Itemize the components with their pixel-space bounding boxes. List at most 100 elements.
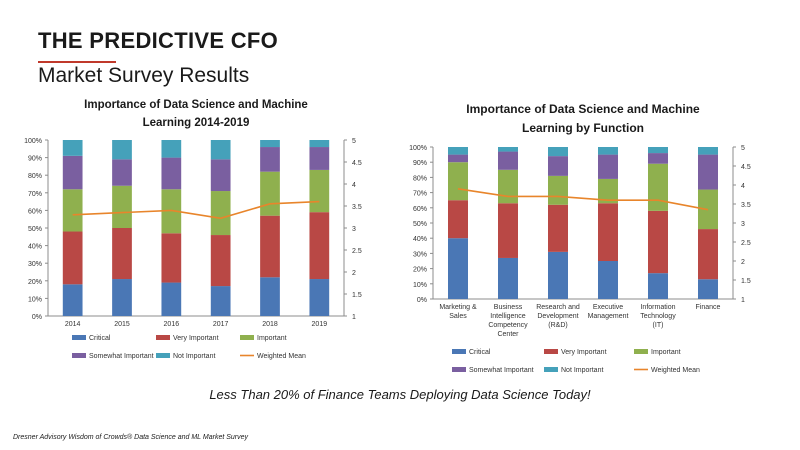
bar-segment-somewhat-important (260, 147, 280, 172)
bar-segment-somewhat-important (698, 154, 718, 190)
bar-segment-not-important (62, 140, 83, 156)
bar-segment-critical (260, 277, 280, 316)
x-tick-label: 2017 (213, 321, 229, 328)
y2-tick-label: 2 (352, 270, 356, 277)
x-tick-label: Finance (696, 304, 721, 311)
bar-segment-critical (498, 257, 518, 299)
x-tick-label: 2019 (312, 321, 328, 328)
chart-title-line: Importance of Data Science and Machine (466, 102, 700, 116)
bar-segment-critical (448, 238, 468, 299)
bar-segment-important (548, 175, 568, 205)
y-tick-label: 90% (28, 156, 42, 163)
y2-tick-label: 5 (352, 138, 356, 145)
chart-title-line: Learning by Function (522, 121, 644, 135)
legend-label: Not Important (561, 367, 603, 374)
bar-segment-very-important (309, 212, 330, 280)
legend-label: Somewhat Important (469, 367, 534, 374)
y2-tick-label: 3.5 (741, 202, 751, 209)
y-tick-label: 60% (28, 208, 42, 215)
y-tick-label: 10% (413, 282, 427, 289)
y-tick-label: 80% (28, 173, 42, 180)
bar-segment-not-important (260, 140, 280, 148)
y2-tick-label: 5 (741, 145, 745, 152)
tagline: Less Than 20% of Finance Teams Deploying… (209, 387, 591, 402)
x-tick-label: 2016 (164, 321, 180, 328)
chart-by-year-svg: Importance of Data Science and Machine Le… (24, 99, 362, 360)
y2-tick-label: 2.5 (741, 240, 751, 247)
bar-segment-critical (598, 261, 618, 299)
y-tick-label: 40% (28, 244, 42, 251)
bar-segment-not-important (498, 147, 518, 152)
y2-tick-label: 1 (352, 314, 356, 321)
legend-swatch (156, 353, 170, 358)
x-tick-label: Marketing & (439, 304, 477, 311)
y2-tick-label: 3.5 (352, 204, 362, 211)
legend-label: Very Important (561, 349, 607, 356)
x-tick-label: (IT) (653, 322, 664, 329)
bar-segment-important (112, 185, 132, 228)
y-tick-label: 40% (413, 236, 427, 243)
x-tick-label: Executive (593, 304, 623, 311)
legend-swatch (634, 349, 648, 354)
bar-segment-somewhat-important (448, 154, 468, 163)
bar-segment-critical (62, 284, 83, 316)
bar-segment-very-important (210, 235, 231, 287)
bar-segment-important (448, 162, 468, 201)
bar-segment-important (210, 191, 231, 236)
x-tick-label: Research and (536, 304, 580, 311)
legend-label: Important (651, 349, 681, 356)
page-title: THE PREDICTIVE CFO (38, 28, 279, 53)
bar-segment-somewhat-important (648, 153, 668, 164)
bar-segment-not-important (598, 147, 618, 155)
bar-segment-very-important (648, 210, 668, 274)
y2-tick-label: 4 (352, 182, 356, 189)
y-tick-label: 10% (28, 296, 42, 303)
x-tick-label: Information (640, 304, 675, 311)
bar-segment-somewhat-important (498, 151, 518, 170)
bar-segment-very-important (448, 200, 468, 239)
legend-label: Somewhat Important (89, 353, 154, 360)
bar-segment-very-important (548, 204, 568, 252)
bar-segment-important (598, 178, 618, 204)
y2-tick-label: 4.5 (352, 160, 362, 167)
y-tick-label: 70% (28, 191, 42, 198)
bar-segment-not-important (210, 140, 231, 160)
y-tick-label: 80% (413, 175, 427, 182)
bar-segment-not-important (698, 147, 718, 155)
x-tick-label: 2018 (262, 321, 278, 328)
legend-label: Weighted Mean (651, 367, 700, 374)
y-tick-label: 70% (413, 191, 427, 198)
y2-tick-label: 1.5 (741, 278, 751, 285)
y-tick-label: 50% (413, 221, 427, 228)
legend-label: Weighted Mean (257, 353, 306, 360)
bar-segment-critical (548, 251, 568, 299)
y-tick-label: 20% (413, 267, 427, 274)
y2-tick-label: 4.5 (741, 164, 751, 171)
bar-segment-very-important (62, 231, 83, 285)
legend-swatch (72, 335, 86, 340)
x-tick-label: (R&D) (548, 322, 567, 329)
weighted-mean-line (457, 188, 709, 211)
bar-segment-very-important (498, 203, 518, 258)
bar-segment-not-important (309, 140, 330, 148)
bar-segment-very-important (260, 215, 280, 278)
x-tick-label: Development (537, 313, 578, 320)
bar-segment-very-important (161, 233, 182, 283)
bar-segment-important (260, 171, 280, 216)
bar-segment-critical (698, 279, 718, 299)
bar-segment-critical (161, 282, 182, 316)
bar-segment-somewhat-important (210, 159, 231, 192)
legend-swatch (156, 335, 170, 340)
chart-by-function: Importance of Data Science and Machine Le… (400, 95, 800, 390)
bar-segment-critical (648, 273, 668, 299)
x-tick-label: Competency (488, 322, 528, 329)
bar-segment-very-important (112, 228, 132, 280)
bar-segment-critical (309, 279, 330, 316)
y-tick-label: 0% (417, 297, 427, 304)
y-tick-label: 20% (28, 279, 42, 286)
chart-title-line: Importance of Data Science and Machine (84, 99, 308, 111)
bar-segment-somewhat-important (161, 157, 182, 190)
bar-segment-very-important (598, 203, 618, 261)
y-tick-label: 0% (32, 314, 42, 321)
bar-segment-not-important (112, 140, 132, 160)
